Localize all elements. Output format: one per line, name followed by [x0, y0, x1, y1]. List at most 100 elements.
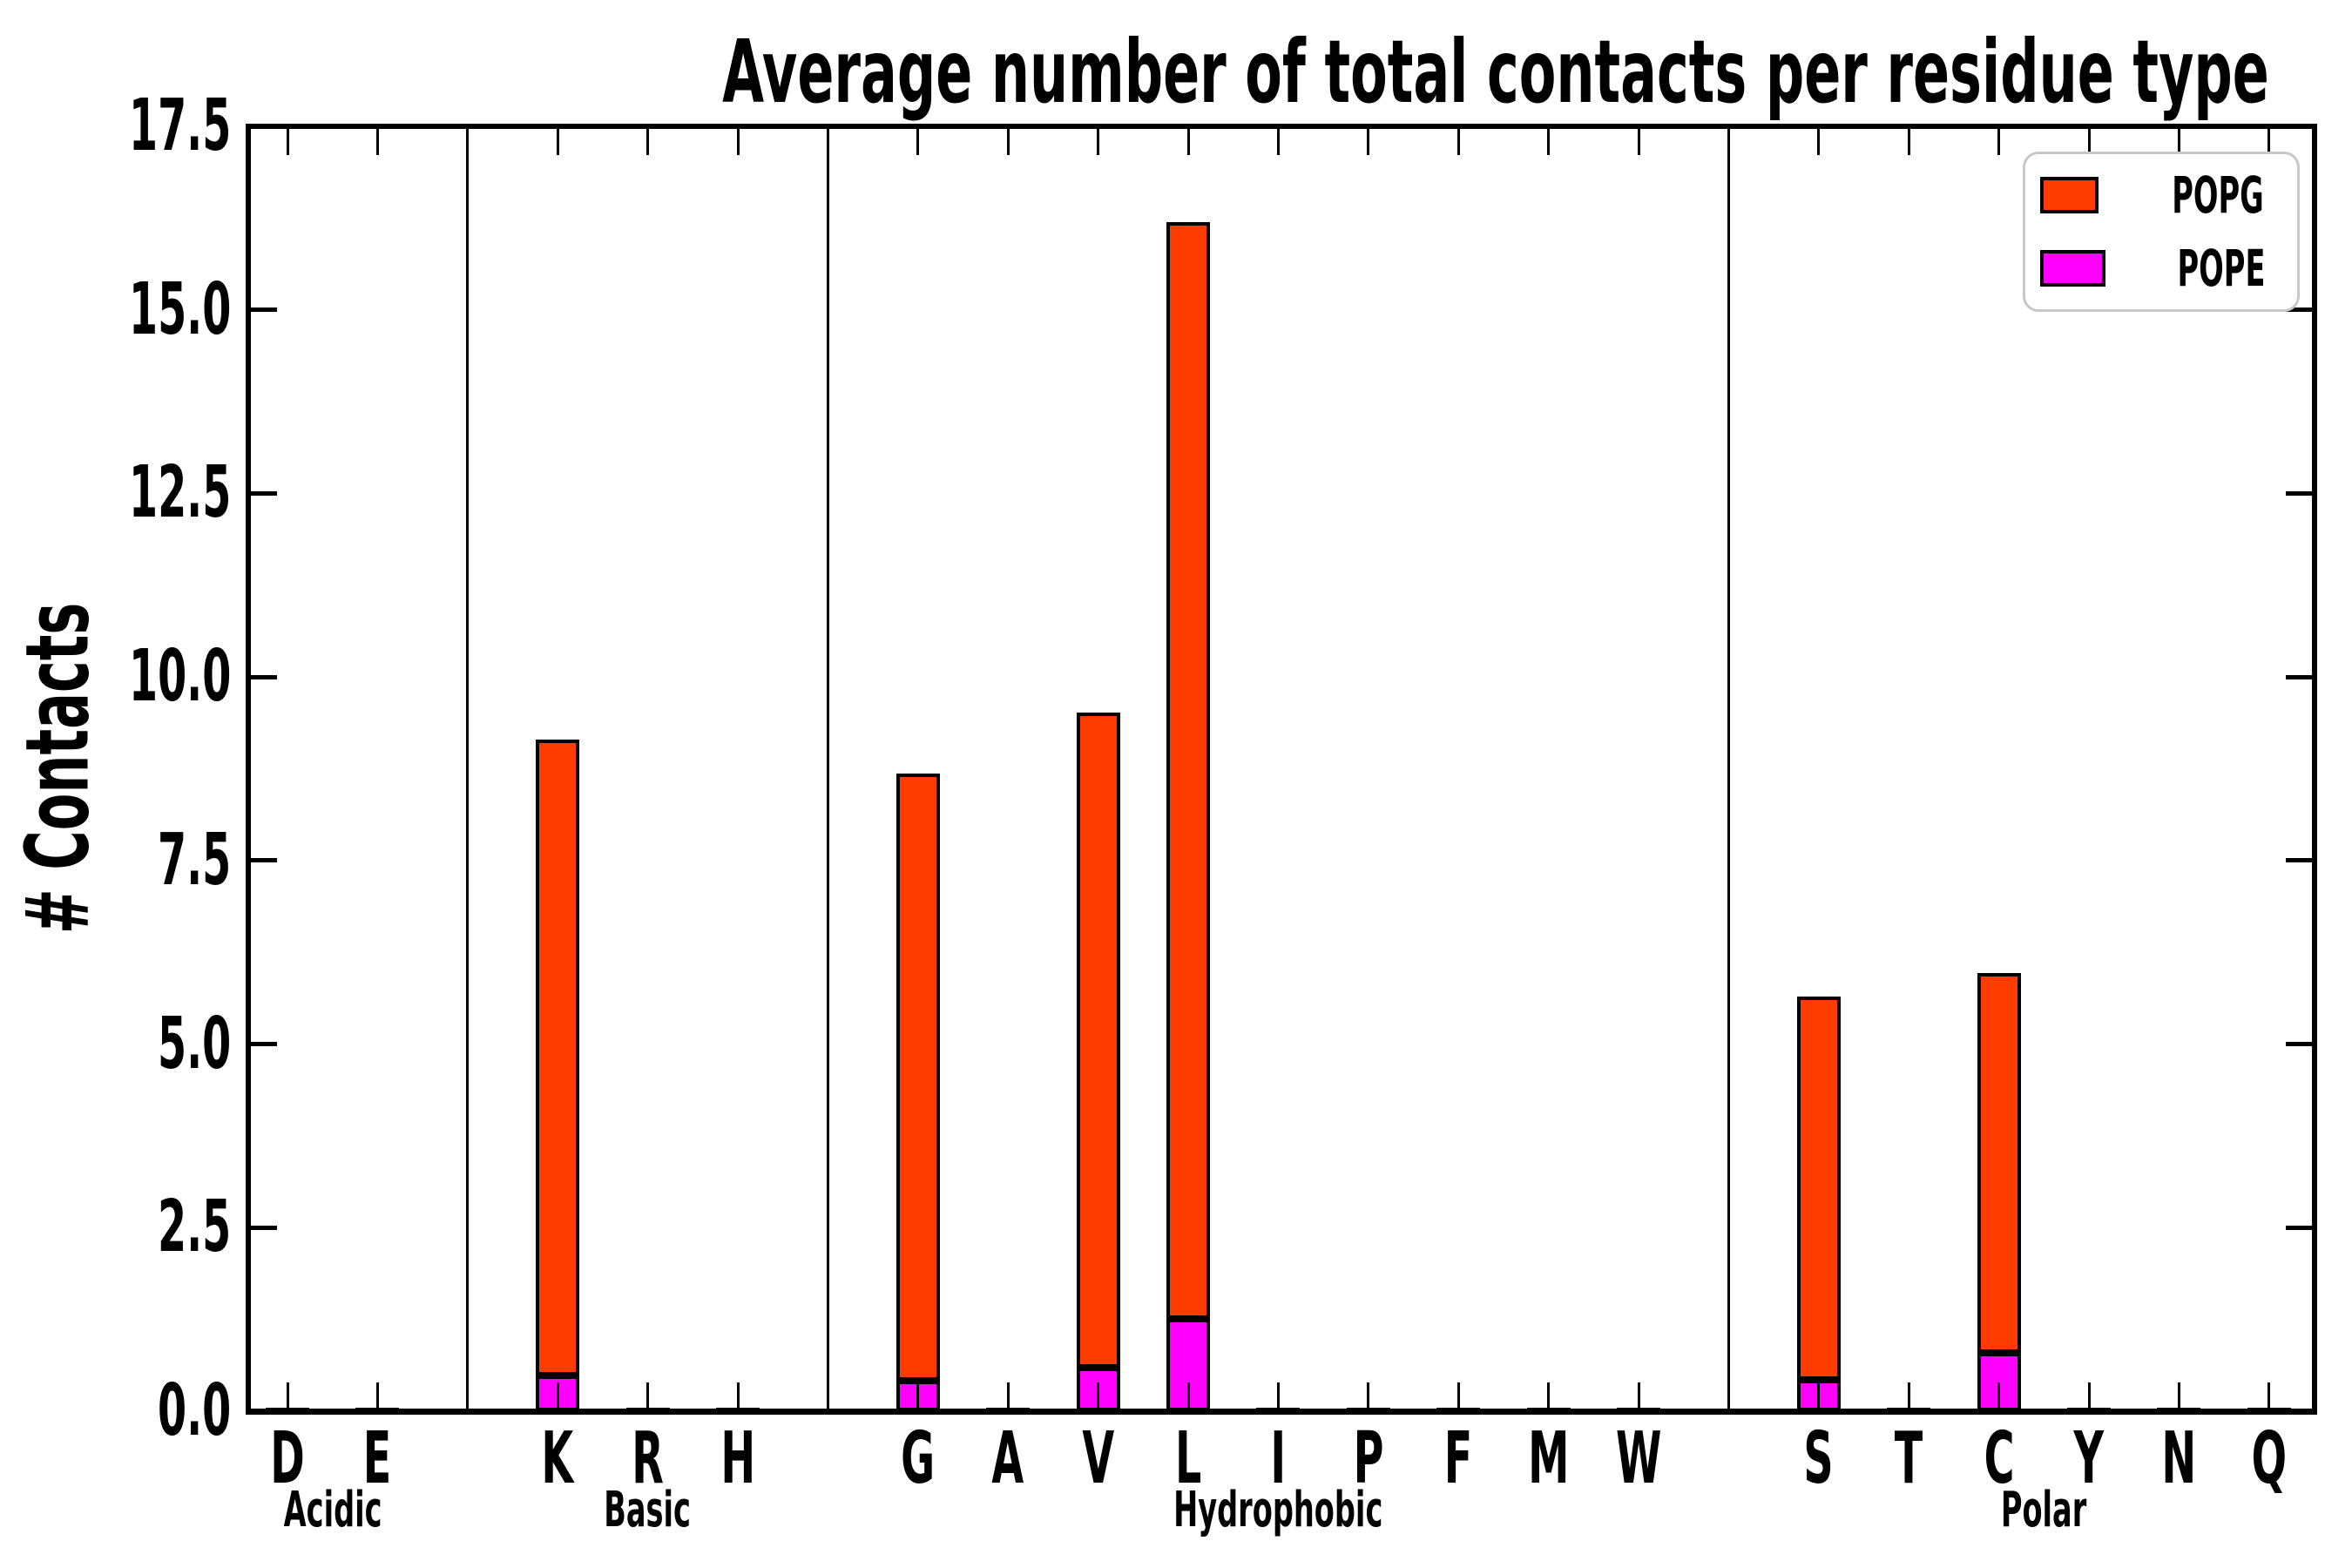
panel-divider-1	[466, 126, 470, 1411]
label-text: 12.5	[128, 451, 231, 535]
x-tick-label-P: P	[1308, 1423, 1429, 1495]
x-tick-label-I: I	[1217, 1423, 1339, 1495]
x-tick-label-D: D	[226, 1423, 348, 1495]
y-tick-label: 10.0	[0, 641, 231, 713]
y-tick-left	[248, 674, 277, 679]
group-label-polar: Polar	[1782, 1486, 2305, 1535]
label-text: N	[2161, 1417, 2197, 1500]
label-text: A	[991, 1417, 1024, 1500]
x-tick-top-W	[1637, 126, 1640, 155]
x-tick-top-T	[1907, 126, 1910, 155]
label-text: 2.5	[157, 1186, 231, 1269]
x-tick-bottom-I	[1276, 1382, 1280, 1411]
label-text: Polar	[2001, 1482, 2087, 1538]
x-tick-bottom-F	[1456, 1382, 1460, 1411]
x-tick-top-L	[1186, 126, 1190, 155]
y-tick-right	[2286, 1225, 2315, 1230]
x-tick-label-M: M	[1488, 1423, 1610, 1495]
x-tick-label-Q: Q	[2208, 1423, 2330, 1495]
y-tick-label: 7.5	[0, 824, 231, 896]
x-tick-bottom-E	[375, 1382, 379, 1411]
y-tick-left	[248, 858, 277, 863]
bar-popg-segment-K	[536, 739, 580, 1375]
axis-spine-left	[246, 124, 251, 1414]
x-tick-label-T: T	[1848, 1423, 1970, 1495]
label-text: R	[632, 1417, 664, 1500]
label-text: 0.0	[157, 1369, 231, 1452]
x-tick-top-V	[1097, 126, 1100, 155]
label-text: 5.0	[157, 1002, 231, 1085]
x-tick-label-C: C	[1938, 1423, 2060, 1495]
y-tick-label: 2.5	[0, 1192, 231, 1263]
bar-popg-segment-C	[1977, 972, 2021, 1353]
chart-title: Average number of total contacts per res…	[248, 24, 2315, 120]
y-tick-label: 17.5	[0, 91, 231, 162]
x-tick-top-H	[736, 126, 740, 155]
label-text: L	[1174, 1417, 1202, 1500]
label-text: I	[1270, 1417, 1287, 1500]
x-tick-top-E	[375, 126, 379, 155]
x-tick-label-G: G	[857, 1423, 979, 1495]
group-label-acidic: Acidic	[71, 1486, 594, 1535]
y-tick-left	[248, 124, 277, 129]
legend-swatch-pope	[2040, 250, 2106, 287]
x-tick-bottom-K	[556, 1382, 559, 1411]
x-tick-bottom-S	[1817, 1382, 1821, 1411]
x-tick-top-Q	[2268, 126, 2271, 155]
legend-label-pope: POPE	[2177, 239, 2266, 298]
y-tick-left	[248, 1409, 277, 1414]
x-tick-bottom-A	[1006, 1382, 1010, 1411]
axis-spine-bottom	[246, 1409, 2317, 1415]
x-tick-label-A: A	[947, 1423, 1069, 1495]
x-tick-top-C	[1997, 126, 2001, 155]
label-text: P	[1353, 1417, 1384, 1500]
label-text: W	[1615, 1417, 1662, 1500]
y-tick-left	[248, 1042, 277, 1047]
legend-swatch-popg	[2040, 177, 2099, 213]
y-tick-label: 5.0	[0, 1002, 231, 1085]
x-tick-top-S	[1817, 126, 1821, 155]
panel-divider-3	[1727, 126, 1730, 1411]
x-tick-top-G	[916, 126, 920, 155]
panel-divider-2	[826, 126, 829, 1411]
y-tick-right	[2286, 308, 2315, 313]
x-tick-bottom-D	[286, 1382, 289, 1411]
y-tick-right	[2286, 674, 2315, 679]
x-tick-bottom-W	[1637, 1382, 1640, 1411]
x-tick-bottom-Q	[2268, 1382, 2271, 1411]
label-text: E	[363, 1417, 392, 1500]
legend-box: POPG POPE	[2023, 152, 2300, 312]
legend-row-pope: POPE	[2040, 243, 2297, 294]
x-tick-label-R: R	[587, 1423, 709, 1495]
y-tick-right	[2286, 124, 2315, 129]
bar-popg-segment-G	[896, 773, 940, 1381]
x-tick-top-R	[646, 126, 650, 155]
label-text: H	[720, 1417, 755, 1500]
y-tick-label: 12.5	[0, 457, 231, 529]
label-text: D	[270, 1417, 305, 1500]
x-tick-top-D	[286, 126, 289, 155]
label-text: S	[1803, 1417, 1834, 1500]
bar-popg-segment-S	[1796, 996, 1841, 1380]
legend-label-popg: POPG	[2172, 166, 2264, 225]
label-text: 10.0	[128, 635, 231, 719]
label-text: Basic	[604, 1482, 692, 1538]
chart-title-text: Average number of total contacts per res…	[722, 21, 2269, 123]
label-text: 15.0	[128, 267, 231, 351]
x-tick-top-P	[1367, 126, 1370, 155]
label-text: V	[1082, 1417, 1114, 1500]
label-text: Hydrophobic	[1173, 1482, 1383, 1538]
x-tick-label-E: E	[316, 1423, 438, 1495]
label-text: K	[541, 1417, 574, 1500]
group-label-hydrophobic: Hydrophobic	[1017, 1486, 1539, 1535]
x-tick-label-H: H	[677, 1423, 799, 1495]
y-tick-right	[2286, 1409, 2315, 1414]
label-text: Acidic	[283, 1482, 382, 1538]
y-tick-right	[2286, 858, 2315, 863]
x-tick-label-K: K	[497, 1423, 618, 1495]
x-tick-label-V: V	[1037, 1423, 1159, 1495]
y-tick-left	[248, 308, 277, 313]
x-tick-bottom-H	[736, 1382, 740, 1411]
x-tick-bottom-M	[1547, 1382, 1551, 1411]
label-text: C	[1984, 1417, 2015, 1500]
